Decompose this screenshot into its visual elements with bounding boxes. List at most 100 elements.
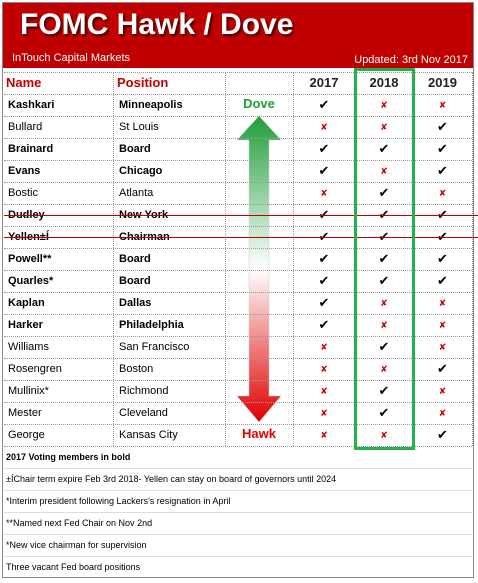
highlight-box xyxy=(354,68,415,450)
vote-mark: ✘ xyxy=(320,386,328,396)
grid-line xyxy=(4,446,472,447)
column-header: 2018 xyxy=(369,75,399,90)
member-position: Cleveland xyxy=(119,407,168,419)
grid-line xyxy=(4,292,472,293)
member-name: Harker xyxy=(8,319,43,331)
grid-line xyxy=(4,94,472,95)
vote-mark: ✘ xyxy=(320,364,328,374)
vote-mark: ✘ xyxy=(380,320,388,330)
note-line xyxy=(4,468,472,469)
title: FOMC Hawk / Dove xyxy=(20,8,294,41)
grid-line xyxy=(4,116,472,117)
grid-line xyxy=(4,160,472,161)
vote-mark: ✔ xyxy=(437,273,448,288)
grid-line xyxy=(4,402,472,403)
column-header: Position xyxy=(117,75,169,90)
grid-line xyxy=(113,72,114,446)
note-line xyxy=(4,490,472,491)
vote-mark: ✘ xyxy=(320,122,328,132)
member-position: Board xyxy=(119,275,151,287)
grid-line xyxy=(4,138,472,139)
vote-mark: ✔ xyxy=(318,141,330,156)
note: *Interim president following Lackers's r… xyxy=(6,496,231,506)
member-position: San Francisco xyxy=(119,341,190,353)
banner xyxy=(2,2,474,68)
grid-line xyxy=(4,226,472,227)
note-line xyxy=(4,512,472,513)
grid-line xyxy=(293,72,294,446)
vote-mark: ✔ xyxy=(437,163,448,178)
vote-mark: ✔ xyxy=(378,251,390,266)
vote-mark: ✔ xyxy=(437,229,448,244)
vote-mark: ✔ xyxy=(437,207,448,222)
member-position: Dallas xyxy=(119,297,152,309)
source: InTouch Capital Markets xyxy=(12,52,130,64)
grid-line xyxy=(4,72,472,73)
vote-mark: ✘ xyxy=(380,100,388,110)
vote-mark: ✔ xyxy=(378,273,390,288)
member-position: Atlanta xyxy=(119,187,154,199)
member-name: Rosengren xyxy=(8,363,62,375)
member-name: Mester xyxy=(8,407,42,419)
vote-mark: ✘ xyxy=(320,342,328,352)
strike-line xyxy=(4,237,478,238)
vote-mark: ✔ xyxy=(437,141,448,156)
member-name: Brainard xyxy=(8,143,54,155)
updated: Updated: 3rd Nov 2017 xyxy=(354,54,468,66)
frame xyxy=(2,2,474,578)
member-position: Minneapolis xyxy=(119,99,183,111)
member-position: Chicago xyxy=(119,165,163,177)
vote-mark: ✘ xyxy=(380,122,388,132)
vote-mark: ✔ xyxy=(437,427,448,442)
vote-mark: ✔ xyxy=(378,141,390,156)
vote-mark: ✔ xyxy=(378,405,390,420)
member-name: Bullard xyxy=(8,121,43,133)
grid-line xyxy=(4,358,472,359)
vote-mark: ✔ xyxy=(318,229,330,244)
hawk-label: Hawk xyxy=(242,426,276,441)
vote-mark: ✘ xyxy=(380,166,388,176)
vote-mark: ✔ xyxy=(318,163,330,178)
vote-mark: ✔ xyxy=(318,97,330,112)
vote-mark: ✔ xyxy=(378,383,390,398)
member-position: St Louis xyxy=(119,121,159,133)
vote-mark: ✘ xyxy=(320,430,328,440)
note: **Named next Fed Chair on Nov 2nd xyxy=(6,518,153,528)
member-position: Board xyxy=(119,143,151,155)
vote-mark: ✘ xyxy=(380,364,388,374)
vote-mark: ✔ xyxy=(378,185,390,200)
grid-line xyxy=(4,380,472,381)
vote-mark: ✘ xyxy=(438,386,447,396)
member-name: Kaplan xyxy=(8,297,45,309)
grid-line xyxy=(4,248,472,249)
vote-mark: ✔ xyxy=(437,119,448,134)
vote-mark: ✘ xyxy=(438,342,447,352)
column-header: 2019 xyxy=(428,75,457,90)
member-name: Bostic xyxy=(8,187,38,199)
column-header: 2017 xyxy=(309,75,339,90)
column-header: Name xyxy=(6,75,42,90)
vote-mark: ✔ xyxy=(318,273,330,288)
note-line xyxy=(4,556,472,557)
vote-mark: ✔ xyxy=(378,207,390,222)
grid-line xyxy=(4,270,472,271)
vote-mark: ✘ xyxy=(438,320,447,330)
vote-mark: ✘ xyxy=(320,188,328,198)
grid-line xyxy=(225,72,226,446)
grid-line xyxy=(472,72,473,446)
note: Three vacant Fed board positions xyxy=(6,562,141,572)
note: 2017 Voting members in bold xyxy=(6,452,131,462)
member-name: Quarles* xyxy=(8,275,54,287)
strike-line xyxy=(4,215,478,216)
grid-line xyxy=(4,314,472,315)
vote-mark: ✔ xyxy=(318,207,330,222)
note: ±ÍChair term expire Feb 3rd 2018- Yellen… xyxy=(6,474,337,484)
grid-line xyxy=(4,182,472,183)
member-position: Richmond xyxy=(119,385,169,397)
vote-mark: ✘ xyxy=(438,100,447,110)
vote-mark: ✔ xyxy=(318,295,330,310)
scale-arrow xyxy=(236,115,282,423)
member-name: Powell** xyxy=(8,253,52,265)
member-position: Boston xyxy=(119,363,154,375)
